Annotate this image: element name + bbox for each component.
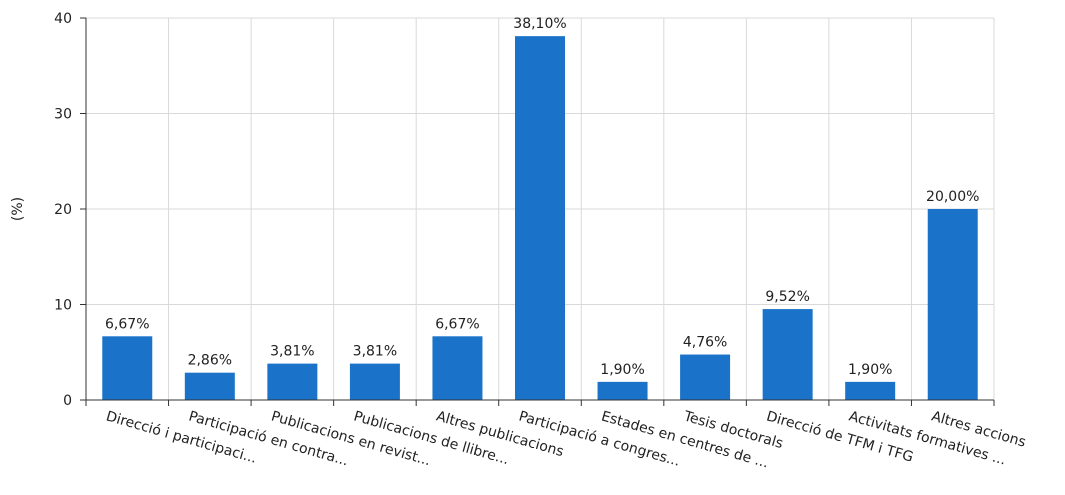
data-label: 6,67% [435, 316, 479, 332]
data-label: 2,86% [188, 353, 232, 369]
bar [927, 209, 978, 400]
x-tick-label: Direcció de TFM i TFG [765, 408, 915, 465]
y-tick-label: 20 [54, 202, 72, 218]
bar [845, 381, 896, 400]
bar [432, 336, 483, 400]
bar [680, 354, 731, 400]
data-label: 3,81% [270, 344, 314, 360]
data-label: 4,76% [683, 335, 727, 351]
bar [102, 336, 153, 400]
y-axis-title: (%) [10, 197, 26, 221]
data-label: 9,52% [765, 289, 809, 305]
bar [184, 372, 235, 400]
y-tick-label: 40 [54, 11, 72, 27]
bar [349, 363, 400, 400]
bar [597, 381, 648, 400]
data-label: 38,10% [513, 16, 566, 32]
bar [267, 363, 318, 400]
data-label: 1,90% [848, 362, 892, 378]
y-tick-label: 30 [54, 107, 72, 123]
bars [102, 36, 978, 401]
data-label: 3,81% [353, 344, 397, 360]
data-label: 6,67% [105, 316, 149, 332]
y-tick-label: 10 [54, 298, 72, 314]
bar [762, 309, 813, 400]
y-tick-label: 0 [63, 393, 72, 409]
data-label: 1,90% [600, 362, 644, 378]
grid [86, 17, 995, 400]
axes [80, 17, 995, 406]
data-label: 20,00% [926, 189, 979, 205]
bar [515, 36, 565, 401]
